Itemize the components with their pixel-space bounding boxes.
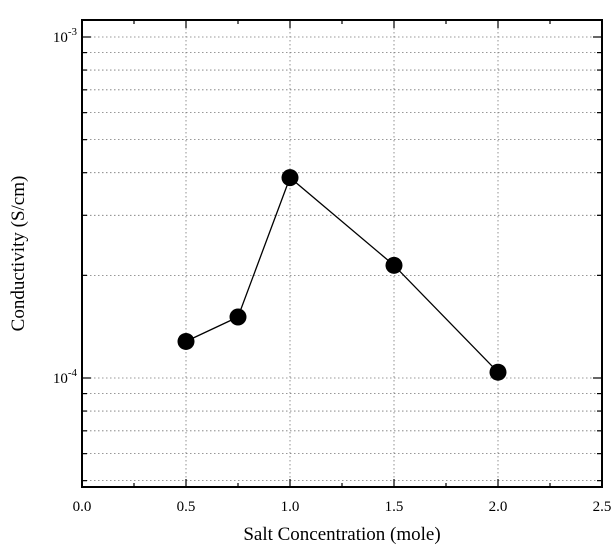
x-tick-label: 2.0 xyxy=(489,499,508,515)
data-point xyxy=(489,363,507,381)
data-point xyxy=(229,308,247,326)
y-tick-label: 10-3 xyxy=(53,26,78,46)
plot-frame xyxy=(81,19,603,488)
x-tick-label: 2.5 xyxy=(593,499,612,515)
y-tick-label-exponent: -3 xyxy=(68,26,78,38)
y-tick-label: 10-4 xyxy=(53,367,78,387)
x-tick-label: 1.0 xyxy=(281,499,300,515)
x-tick-labels: 0.0 0.5 1.0 1.5 2.0 2.5 xyxy=(73,499,612,515)
x-tick-label: 1.5 xyxy=(385,499,404,515)
grid-lines xyxy=(82,20,602,487)
y-tick-label-base: 10 xyxy=(53,30,68,46)
x-tick-label: 0.0 xyxy=(73,499,92,515)
data-point xyxy=(281,169,299,187)
y-tick-labels: 10-310-4 xyxy=(53,26,78,387)
data-point xyxy=(177,332,195,350)
y-axis-label: Conductivity (S/cm) xyxy=(8,176,29,332)
x-axis-label: Salt Concentration (mole) xyxy=(243,524,440,545)
x-tick-label: 0.5 xyxy=(177,499,196,515)
series-line xyxy=(185,176,499,373)
y-tick-label-exponent: -4 xyxy=(68,367,78,379)
y-tick-label-base: 10 xyxy=(53,371,68,387)
data-point xyxy=(385,256,403,274)
series-layer xyxy=(177,169,507,381)
